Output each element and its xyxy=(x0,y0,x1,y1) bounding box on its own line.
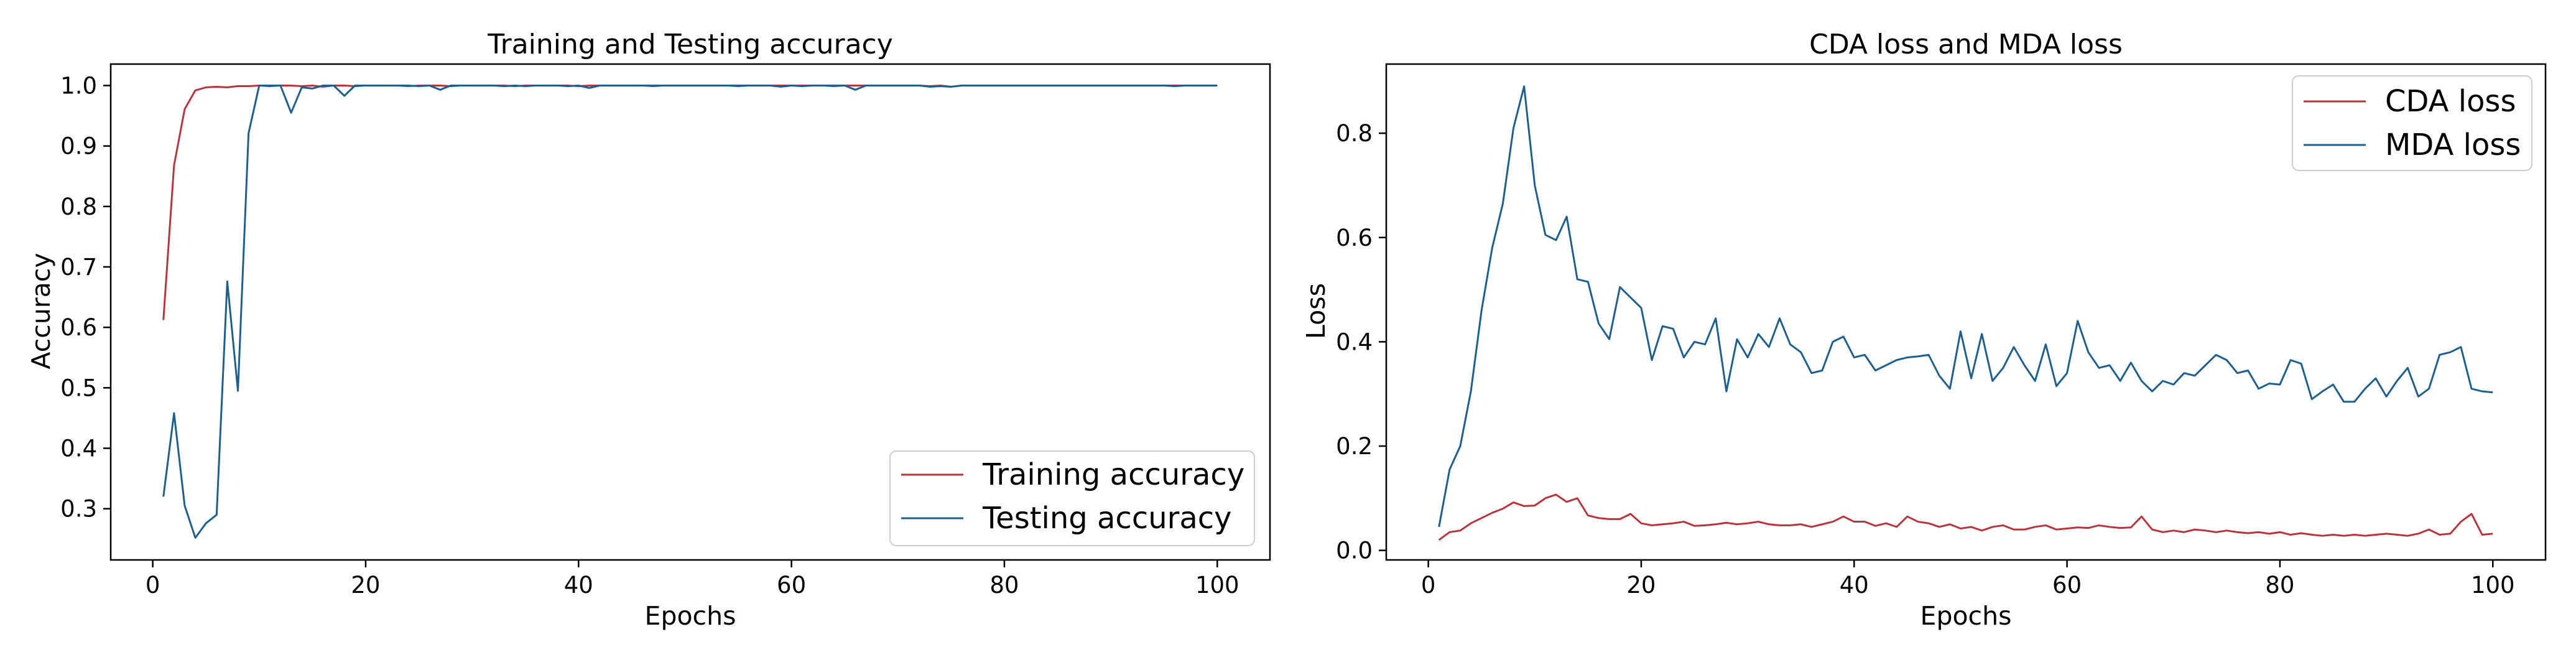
axes-frame xyxy=(1385,63,2547,561)
y-axis-label: Loss xyxy=(1301,283,1331,339)
legend: CDA loss MDA loss xyxy=(2292,75,2532,171)
x-tick-label: 100 xyxy=(2471,572,2515,598)
y-tick-label: 0.0 xyxy=(1336,538,1373,564)
y-tick-label: 0.5 xyxy=(60,375,97,401)
legend: Training accuracy Testing accuracy xyxy=(889,450,1255,546)
legend-box xyxy=(889,450,1255,546)
x-tick-label: 60 xyxy=(777,572,806,598)
legend-label-training-accuracy: Training accuracy xyxy=(982,457,1244,492)
y-axis-label: Accuracy xyxy=(26,253,56,369)
y-tick-label: 1.0 xyxy=(60,72,97,99)
y-tick-label: 0.8 xyxy=(1336,120,1373,147)
plot-area xyxy=(109,63,1271,561)
chart-title: Training and Testing accuracy xyxy=(487,29,893,60)
y-tick-label: 0.3 xyxy=(60,496,97,523)
series-line-cda-loss xyxy=(1438,493,2493,541)
series-line-training-accuracy xyxy=(162,85,1218,320)
x-tick-label: 40 xyxy=(564,572,593,598)
x-tick-label: 20 xyxy=(1626,572,1656,598)
loss-chart: CDA loss and MDA loss Epochs Loss 0 20 40 6… xyxy=(1301,29,2547,631)
y-tick-label: 0.8 xyxy=(60,193,97,220)
x-tick-label: 60 xyxy=(2052,572,2082,598)
x-tick-label: 20 xyxy=(351,572,380,598)
x-tick-label: 100 xyxy=(1195,572,1239,598)
series-line-mda-loss xyxy=(1438,85,2493,528)
legend-box xyxy=(2292,75,2532,171)
x-tick-label: 80 xyxy=(2265,572,2294,598)
x-tick-label: 0 xyxy=(1421,572,1436,598)
x-tick-label: 80 xyxy=(989,572,1019,598)
legend-label-mda-loss: MDA loss xyxy=(2385,128,2521,162)
accuracy-chart: Training and Testing accuracy Epochs Acc… xyxy=(26,29,1271,631)
y-tick-label: 0.6 xyxy=(1336,225,1373,251)
x-tick-label: 0 xyxy=(146,572,160,598)
y-tick-label: 0.9 xyxy=(60,133,97,160)
y-tick-label: 0.7 xyxy=(60,254,97,281)
axes-frame xyxy=(109,63,1271,561)
y-tick-label: 0.4 xyxy=(60,435,97,462)
x-tick-label: 40 xyxy=(1840,572,1869,598)
legend-label-testing-accuracy: Testing accuracy xyxy=(982,501,1232,536)
y-tick-label: 0.6 xyxy=(60,314,97,341)
chart-title: CDA loss and MDA loss xyxy=(1809,29,2123,60)
series-line-testing-accuracy xyxy=(162,85,1218,539)
x-axis-label: Epochs xyxy=(645,601,736,631)
x-axis-label: Epochs xyxy=(1920,601,2012,631)
y-tick-label: 0.4 xyxy=(1336,328,1373,355)
y-tick-label: 0.2 xyxy=(1336,433,1373,460)
plot-area xyxy=(1385,63,2547,561)
legend-label-cda-loss: CDA loss xyxy=(2385,84,2516,119)
